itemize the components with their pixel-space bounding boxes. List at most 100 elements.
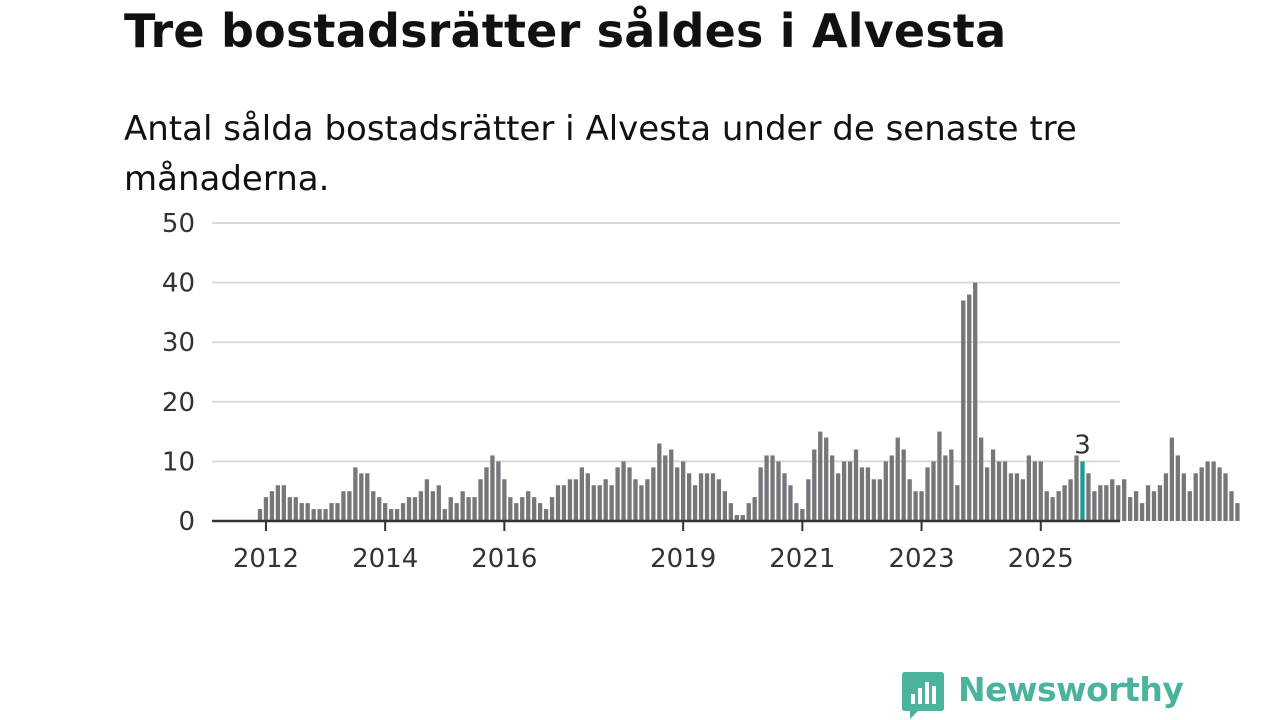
bar: [478, 479, 483, 521]
bar: [317, 509, 322, 521]
bar: [651, 467, 656, 521]
bar: [508, 497, 513, 521]
bar: [752, 497, 757, 521]
bar: [979, 437, 984, 521]
bar: [335, 503, 340, 521]
bar: [734, 515, 739, 521]
x-tick-label: 2025: [1008, 544, 1074, 574]
y-tick-label: 40: [162, 269, 195, 299]
bar: [853, 449, 859, 521]
bar: [841, 461, 847, 521]
bar: [692, 485, 698, 521]
bar: [931, 461, 936, 521]
bar: [597, 485, 602, 521]
bar: [269, 491, 275, 521]
bar: [347, 491, 352, 521]
bar: [454, 503, 459, 521]
bar: [1145, 485, 1151, 521]
bar: [1133, 491, 1139, 521]
bar: [442, 509, 447, 521]
bar: [800, 509, 805, 521]
bar: [365, 473, 370, 521]
bar: [1199, 467, 1204, 521]
newsworthy-logo: Newsworthy: [902, 670, 1184, 720]
bar: [1014, 473, 1020, 521]
bar: [1211, 461, 1216, 521]
bar: [865, 467, 871, 521]
bar: [353, 467, 358, 521]
bar: [1092, 491, 1097, 521]
bar: [639, 485, 644, 521]
bar: [609, 485, 614, 521]
bar: [383, 503, 388, 521]
bar-highlight: [1080, 461, 1085, 521]
bar: [877, 479, 882, 521]
bar: [466, 497, 471, 521]
bar: [329, 503, 334, 521]
bar: [973, 282, 978, 521]
bar: [484, 467, 489, 521]
bar: [359, 473, 364, 521]
bar: [901, 449, 906, 521]
bar: [1223, 473, 1228, 521]
bar: [770, 455, 775, 521]
bar: [621, 461, 626, 521]
bar: [418, 491, 424, 521]
bar: [299, 503, 304, 521]
bar: [1038, 461, 1043, 521]
bar: [371, 491, 376, 521]
bar: [567, 479, 573, 521]
bar: [764, 455, 769, 521]
bar: [281, 485, 286, 521]
bar: [925, 467, 930, 521]
bar: [710, 473, 716, 521]
bar: [400, 503, 406, 521]
gridlines: [212, 222, 1120, 463]
bar: [1169, 437, 1175, 521]
bar: [394, 509, 400, 521]
bar: [293, 497, 298, 521]
bar: [1050, 497, 1055, 521]
bar: [537, 503, 543, 521]
bar: [1032, 461, 1037, 521]
bar: [824, 437, 829, 521]
bar: [806, 479, 811, 521]
bar: [1151, 491, 1157, 521]
bar: [1020, 479, 1026, 521]
y-tick-label: 30: [162, 328, 195, 358]
bar: [424, 479, 430, 521]
bar: [436, 485, 441, 521]
bar: [967, 294, 972, 521]
bar: [686, 473, 692, 521]
newsworthy-logo-icon: [902, 672, 944, 719]
bar: [883, 461, 888, 521]
bar: [1056, 491, 1061, 521]
bar: [871, 479, 877, 521]
bar: [460, 491, 465, 521]
bar: [257, 509, 263, 521]
bar: [788, 485, 793, 521]
bar: [961, 300, 966, 521]
bar: [532, 497, 537, 521]
bar: [1175, 455, 1180, 521]
bar: [675, 467, 680, 521]
x-tick-label: 2021: [769, 544, 835, 574]
bar: [287, 497, 292, 521]
bar: [555, 485, 561, 521]
bar: [430, 491, 435, 521]
x-tick-label: 2014: [352, 544, 418, 574]
bar: [341, 491, 346, 521]
bar: [561, 485, 567, 521]
y-axis-ticks: 0 10 20 30 40 50: [162, 209, 195, 537]
bar: [1122, 479, 1127, 521]
bar: [847, 461, 853, 521]
x-tick-label: 2019: [650, 544, 716, 574]
bar: [794, 503, 799, 521]
bar: [949, 449, 954, 521]
bar: [591, 485, 596, 521]
bar: [543, 509, 549, 521]
bar: [1116, 485, 1121, 521]
bar: [782, 473, 787, 521]
bar: [746, 503, 751, 521]
bar: [520, 497, 525, 521]
